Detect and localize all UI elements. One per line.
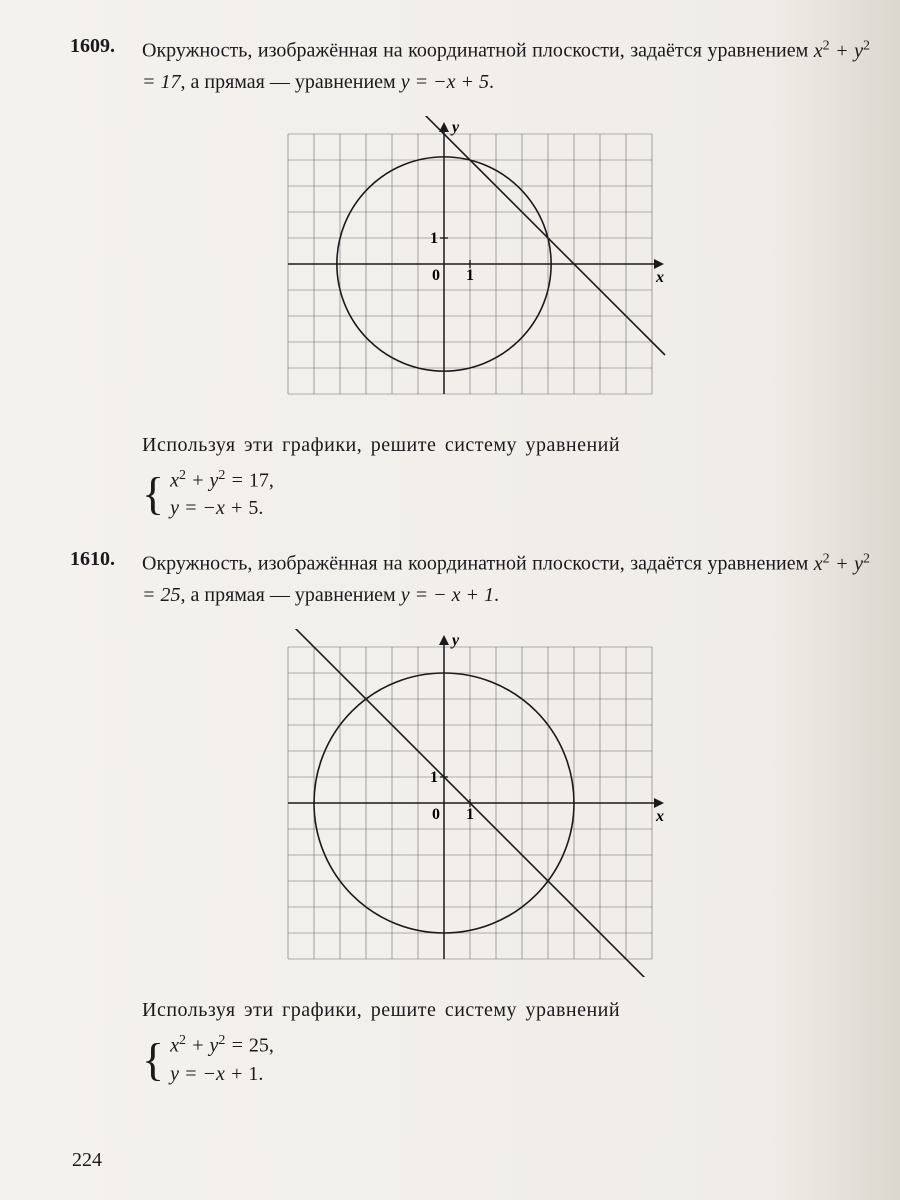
equations: x2 + y2 = 17, y = −x + 5.	[170, 466, 274, 523]
brace-icon: {	[142, 473, 164, 514]
sys-eq1: x2 + y2 = 25,	[170, 1031, 274, 1060]
problem-text: Окружность, изображённая на координатной…	[142, 35, 870, 98]
svg-text:0: 0	[432, 267, 440, 284]
svg-text:0: 0	[432, 806, 440, 823]
coordinate-graph-1: 0 1 1 x y	[270, 116, 670, 412]
text-b: , а прямая — уравнением	[181, 584, 401, 606]
equation-system-2: { x2 + y2 = 25, y = −x + 1.	[142, 1031, 870, 1088]
svg-text:x: x	[655, 269, 664, 286]
problem-1610: 1610. Окружность, изображённая на коорди…	[70, 548, 870, 1087]
svg-text:y: y	[450, 119, 460, 136]
svg-text:1: 1	[466, 806, 474, 823]
graph-container-2: 0 1 1 x y	[70, 629, 870, 977]
sys-eq2: y = −x + 5.	[170, 494, 274, 522]
svg-text:y: y	[450, 632, 460, 649]
text-a: Окружность, изображённая на координатной…	[142, 40, 814, 62]
text-c: .	[489, 71, 494, 93]
svg-text:1: 1	[430, 769, 438, 786]
problem-number: 1610.	[70, 548, 142, 571]
equations: x2 + y2 = 25, y = −x + 1.	[170, 1031, 274, 1088]
coordinate-graph-2: 0 1 1 x y	[270, 629, 670, 977]
graph-container-1: 0 1 1 x y	[70, 116, 870, 412]
eq-line: y = − x + 1	[401, 584, 494, 606]
page-number: 224	[72, 1149, 102, 1172]
eq-line: y = −x + 5	[401, 71, 489, 93]
brace-icon: {	[142, 1039, 164, 1080]
instruction-1: Используя эти графики, решите систему ур…	[142, 430, 870, 460]
problem-1609: 1609. Окружность, изображённая на коорди…	[70, 35, 870, 522]
problem-number: 1609.	[70, 35, 142, 58]
sys-eq1: x2 + y2 = 17,	[170, 466, 274, 495]
svg-text:1: 1	[466, 267, 474, 284]
sys-eq2: y = −x + 1.	[170, 1060, 274, 1088]
svg-text:1: 1	[430, 230, 438, 247]
textbook-page: 1609. Окружность, изображённая на коорди…	[0, 0, 900, 1200]
equation-system-1: { x2 + y2 = 17, y = −x + 5.	[142, 466, 870, 523]
text-b: , а прямая — уравнением	[181, 71, 401, 93]
problem-header: 1609. Окружность, изображённая на коорди…	[70, 35, 870, 98]
problem-header: 1610. Окружность, изображённая на коорди…	[70, 548, 870, 611]
text-c: .	[494, 584, 499, 606]
instruction-2: Используя эти графики, решите систему ур…	[142, 995, 870, 1025]
svg-text:x: x	[655, 808, 664, 825]
text-a: Окружность, изображённая на координатной…	[142, 553, 814, 575]
problem-text: Окружность, изображённая на координатной…	[142, 548, 870, 611]
